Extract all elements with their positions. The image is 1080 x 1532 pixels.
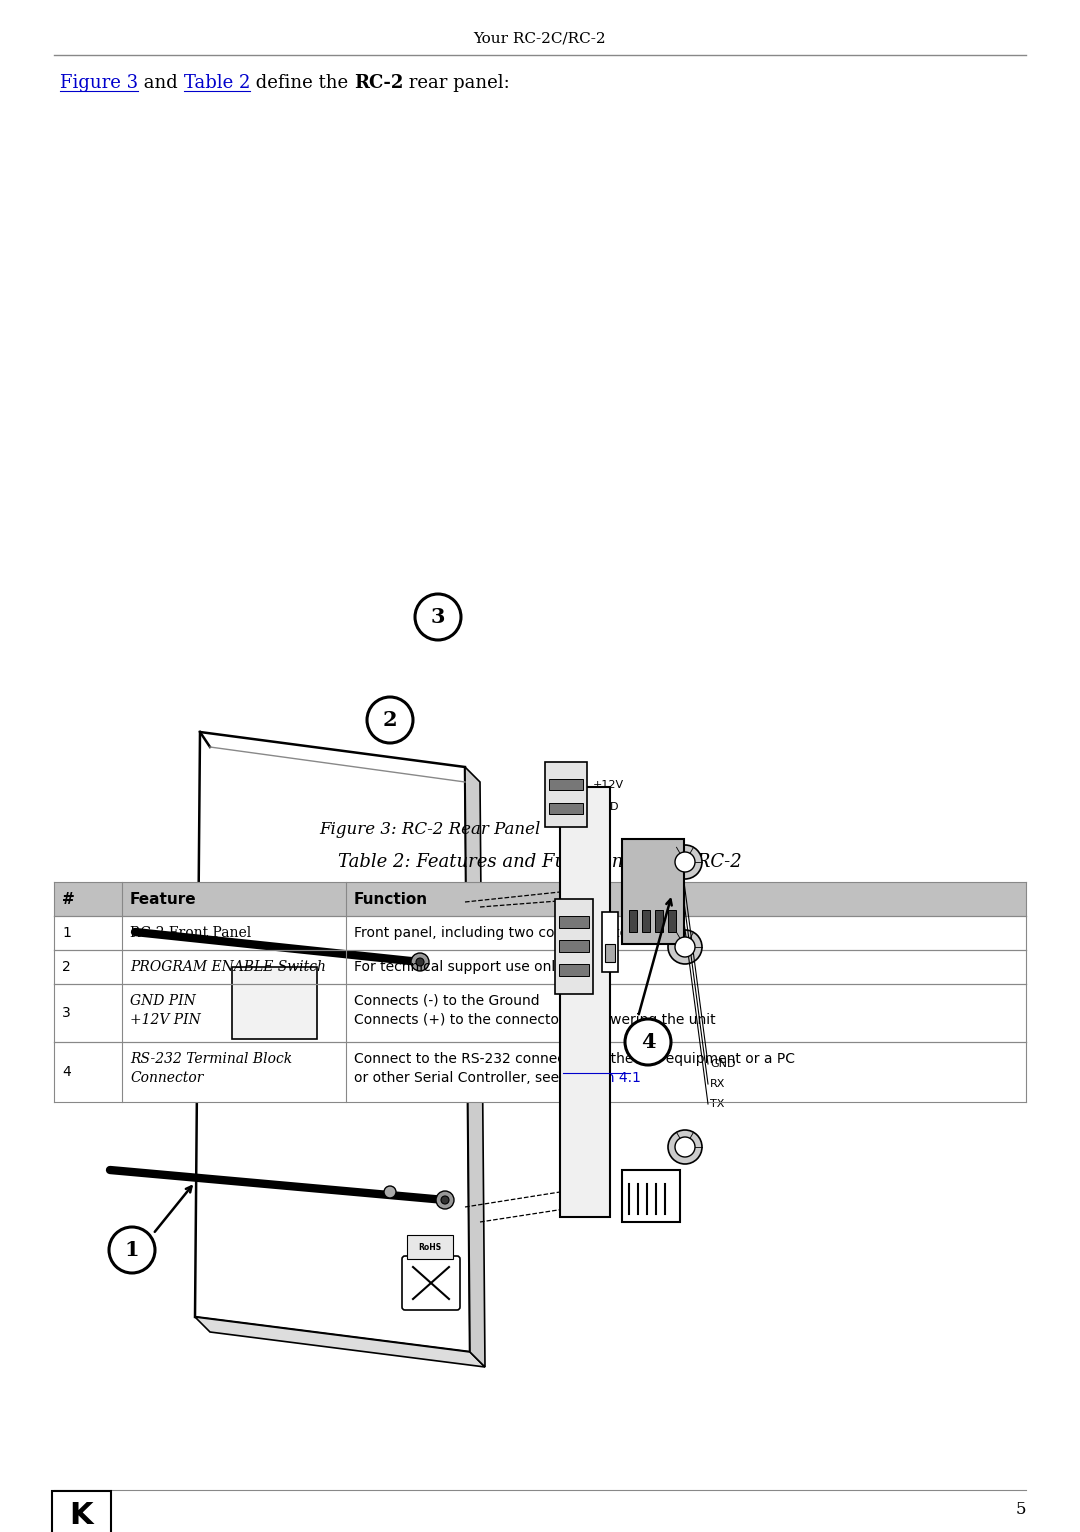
Circle shape — [669, 846, 702, 879]
Text: For technical support use only: For technical support use only — [353, 961, 563, 974]
Circle shape — [416, 958, 424, 967]
Circle shape — [384, 1186, 396, 1198]
FancyBboxPatch shape — [669, 910, 676, 931]
Text: Connector: Connector — [130, 1071, 203, 1085]
Text: Connect to the RS-232 connector on the A/V equipment or a PC: Connect to the RS-232 connector on the A… — [353, 1052, 795, 1066]
Text: 2: 2 — [62, 961, 71, 974]
Text: PROGRAM ENABLE Switch: PROGRAM ENABLE Switch — [130, 961, 326, 974]
Text: 3: 3 — [431, 607, 445, 627]
Circle shape — [669, 1131, 702, 1164]
Text: #: # — [62, 892, 75, 907]
Text: Figure 3: Figure 3 — [60, 74, 138, 92]
Circle shape — [625, 1019, 671, 1065]
Text: 4: 4 — [640, 1033, 656, 1052]
Text: Your RC-2C/RC-2: Your RC-2C/RC-2 — [474, 31, 606, 44]
Text: +12V: +12V — [593, 780, 624, 791]
Circle shape — [415, 594, 461, 640]
FancyBboxPatch shape — [407, 1235, 453, 1259]
Text: GND: GND — [593, 801, 619, 812]
FancyBboxPatch shape — [622, 1170, 680, 1223]
Text: 5: 5 — [1015, 1501, 1026, 1518]
FancyBboxPatch shape — [559, 941, 589, 951]
Circle shape — [441, 1196, 449, 1204]
FancyBboxPatch shape — [605, 944, 615, 962]
FancyBboxPatch shape — [54, 916, 1026, 950]
FancyBboxPatch shape — [555, 899, 593, 994]
Text: 1: 1 — [124, 1239, 139, 1259]
Text: define the: define the — [249, 74, 354, 92]
Circle shape — [367, 697, 413, 743]
Text: TX: TX — [710, 1098, 725, 1109]
Text: Connects (+) to the connector for powering the unit: Connects (+) to the connector for poweri… — [353, 1013, 715, 1026]
Text: RC-2: RC-2 — [354, 74, 403, 92]
Circle shape — [109, 1227, 156, 1273]
Text: 4: 4 — [62, 1065, 71, 1079]
Text: RoHS: RoHS — [418, 1242, 442, 1252]
FancyBboxPatch shape — [602, 912, 618, 971]
Circle shape — [675, 1137, 696, 1157]
FancyBboxPatch shape — [54, 950, 1026, 984]
Text: Connects (-) to the Ground: Connects (-) to the Ground — [353, 994, 539, 1008]
FancyBboxPatch shape — [642, 910, 650, 931]
Text: Figure 3: RC-2 Rear Panel: Figure 3: RC-2 Rear Panel — [320, 821, 541, 838]
FancyBboxPatch shape — [561, 787, 610, 1216]
Text: Feature: Feature — [130, 892, 197, 907]
FancyBboxPatch shape — [402, 1256, 460, 1310]
Text: or other Serial Controller, see: or other Serial Controller, see — [353, 1071, 563, 1085]
Circle shape — [675, 852, 696, 872]
FancyBboxPatch shape — [622, 840, 684, 944]
FancyBboxPatch shape — [545, 761, 588, 827]
FancyBboxPatch shape — [654, 910, 663, 931]
FancyBboxPatch shape — [559, 964, 589, 976]
Text: K: K — [70, 1501, 93, 1530]
Text: Table 2: Features and Functions of the RC-2: Table 2: Features and Functions of the R… — [338, 853, 742, 872]
Text: and: and — [138, 74, 184, 92]
Text: rear panel:: rear panel: — [403, 74, 510, 92]
Text: 1: 1 — [62, 925, 71, 941]
FancyBboxPatch shape — [54, 984, 1026, 1042]
FancyBboxPatch shape — [629, 910, 637, 931]
Text: RS-232 Terminal Block: RS-232 Terminal Block — [130, 1052, 293, 1066]
Text: 3: 3 — [62, 1007, 71, 1020]
Text: Function: Function — [353, 892, 428, 907]
Circle shape — [411, 953, 429, 971]
Text: Section 4.1: Section 4.1 — [563, 1071, 640, 1085]
Text: GND: GND — [710, 1059, 735, 1069]
FancyBboxPatch shape — [52, 1491, 111, 1532]
Text: Table 2: Table 2 — [184, 74, 249, 92]
Text: RC-2 Front Panel: RC-2 Front Panel — [130, 925, 252, 941]
Text: +12V PIN: +12V PIN — [130, 1013, 201, 1026]
Polygon shape — [195, 732, 470, 1353]
FancyBboxPatch shape — [232, 967, 318, 1039]
FancyBboxPatch shape — [54, 882, 1026, 916]
FancyBboxPatch shape — [54, 1042, 1026, 1102]
Circle shape — [675, 938, 696, 958]
FancyBboxPatch shape — [549, 803, 583, 813]
Text: Front panel, including two control buttons: Front panel, including two control butto… — [353, 925, 644, 941]
Circle shape — [436, 1190, 454, 1209]
Text: GND PIN: GND PIN — [130, 994, 195, 1008]
Polygon shape — [465, 768, 485, 1367]
Circle shape — [669, 930, 702, 964]
Text: RX: RX — [710, 1079, 726, 1089]
Text: 2: 2 — [382, 709, 397, 731]
Polygon shape — [195, 1318, 485, 1367]
FancyBboxPatch shape — [559, 916, 589, 928]
FancyBboxPatch shape — [549, 778, 583, 791]
